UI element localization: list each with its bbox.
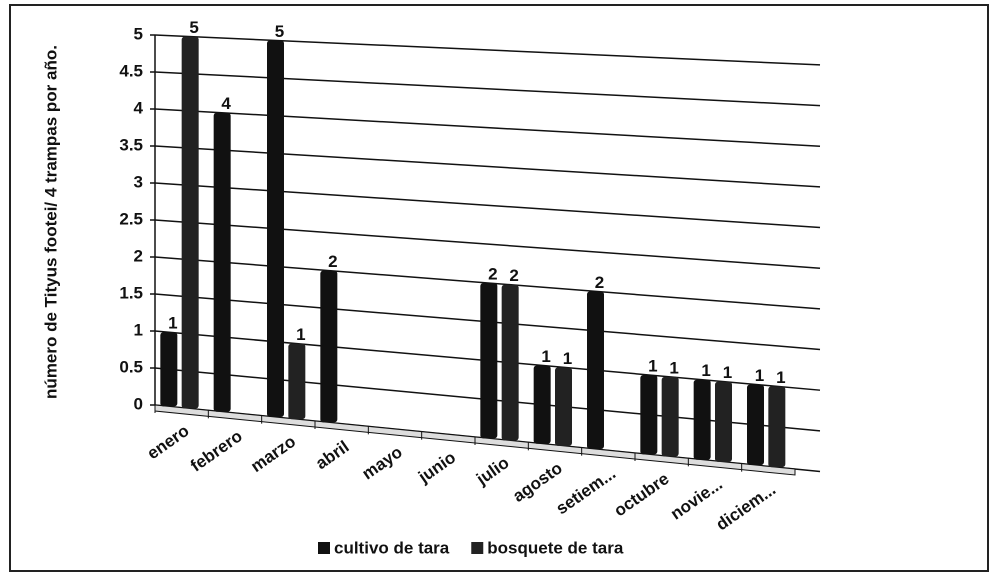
bar <box>747 384 764 466</box>
y-tick-label: 4 <box>134 98 144 117</box>
y-tick-label: 3 <box>134 172 143 191</box>
y-tick-label: 1.5 <box>119 283 143 302</box>
chart-border <box>9 4 989 572</box>
bar <box>533 365 551 444</box>
value-label: 1 <box>776 368 785 387</box>
bar <box>213 112 231 412</box>
value-label: 1 <box>296 325 305 344</box>
grid-line <box>154 34 821 66</box>
grid-line <box>154 182 821 229</box>
value-label: 5 <box>275 22 284 41</box>
bar <box>693 379 711 460</box>
value-label: 1 <box>755 366 764 385</box>
value-label: 2 <box>595 273 604 292</box>
value-label: 1 <box>701 361 710 380</box>
bar <box>715 381 732 462</box>
value-label: 1 <box>563 349 572 368</box>
value-label: 1 <box>541 347 550 366</box>
grid-line <box>154 108 821 147</box>
y-tick-label: 2.5 <box>119 209 143 228</box>
y-tick-label: 2 <box>134 246 143 265</box>
value-label: 5 <box>189 18 198 37</box>
bar <box>661 376 679 457</box>
y-tick-label: 1 <box>134 320 143 339</box>
y-tick-label: 0 <box>134 394 143 413</box>
bar <box>320 270 338 423</box>
y-axis-title: número de Tityus footei/ 4 trampas por a… <box>41 45 60 399</box>
y-tick-label: 4.5 <box>119 61 143 80</box>
legend-label: cultivo de tara <box>334 538 450 557</box>
y-tick-label: 5 <box>134 24 143 43</box>
value-label: 1 <box>723 363 732 382</box>
value-label: 4 <box>221 94 231 113</box>
bar <box>267 40 284 418</box>
bar <box>480 283 498 439</box>
y-tick-label: 3.5 <box>119 135 143 154</box>
value-label: 1 <box>168 314 177 333</box>
value-label: 1 <box>648 356 657 375</box>
bar <box>181 36 199 409</box>
bar <box>288 343 306 420</box>
grid-line <box>154 219 821 269</box>
legend-label: bosquete de tara <box>487 538 624 557</box>
bar <box>160 332 178 407</box>
grid-line <box>154 145 821 188</box>
grid-line <box>154 71 821 107</box>
bar <box>587 291 604 450</box>
value-label: 2 <box>328 252 337 271</box>
value-label: 1 <box>669 358 678 377</box>
legend-swatch <box>318 542 330 554</box>
bar <box>768 386 786 468</box>
legend-swatch <box>471 542 484 554</box>
bar <box>640 374 658 455</box>
value-label: 2 <box>488 265 497 284</box>
grid-line <box>154 256 821 310</box>
y-tick-label: 0.5 <box>119 357 143 376</box>
value-label: 2 <box>509 266 518 285</box>
bar <box>555 367 572 446</box>
bar <box>501 284 519 441</box>
